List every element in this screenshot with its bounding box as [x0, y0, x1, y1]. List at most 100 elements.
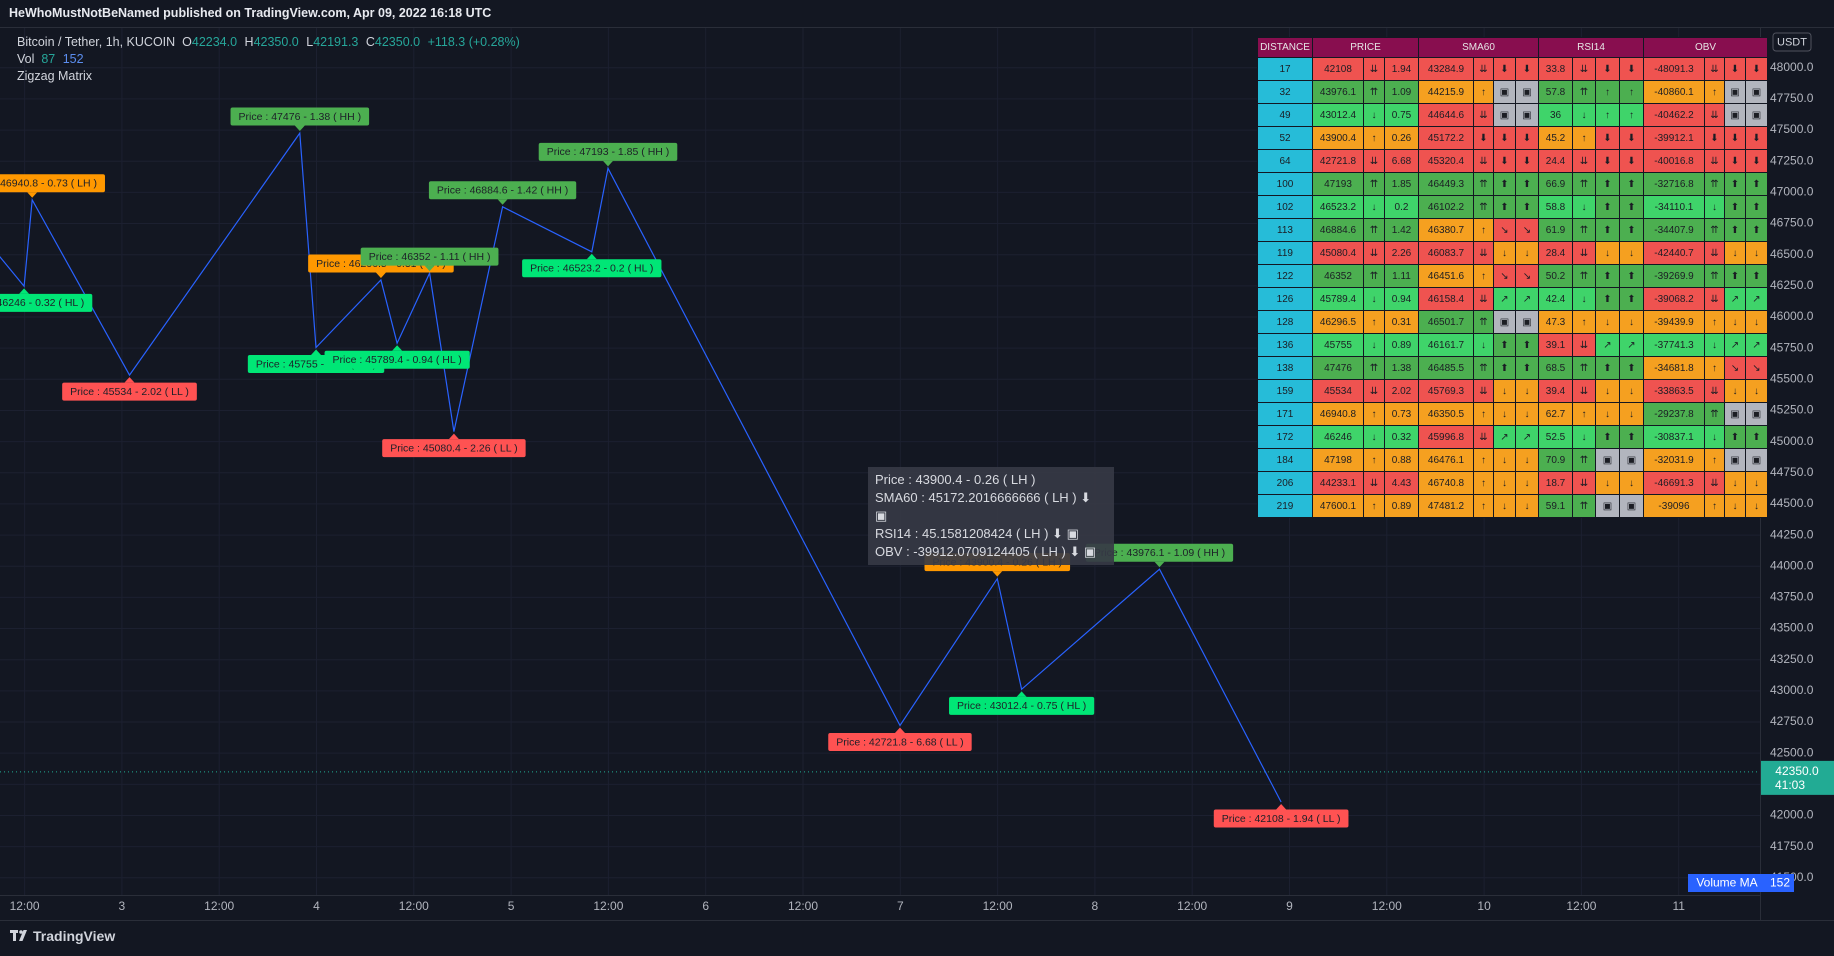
table-cell: 128	[1258, 311, 1312, 333]
table-cell: -39269.9	[1644, 265, 1704, 287]
table-cell: ↑	[1705, 81, 1724, 103]
table-cell: ↓	[1494, 495, 1515, 517]
x-tick-label: 12:00	[10, 899, 40, 913]
header-cell: OBV	[1644, 38, 1767, 57]
table-cell: 43976.1	[1313, 81, 1363, 103]
indicator-name: Zigzag Matrix	[17, 69, 93, 83]
table-cell: 1.42	[1385, 219, 1418, 241]
table-cell: ⇈	[1573, 495, 1595, 517]
header-cell: PRICE	[1313, 38, 1418, 57]
table-cell: ⇊	[1364, 472, 1384, 494]
table-cell: ⬆	[1620, 219, 1643, 241]
table-row: 159 45534 ⇊ 2.02 45769.3 ⇊ ↓ ↓ 39.4 ⇊ ↓ ↓ -33863.5 ⇊ ↓…	[1258, 380, 1767, 402]
table-cell: ↗	[1620, 334, 1643, 356]
pivot-box	[382, 439, 526, 458]
table-cell: ⇈	[1474, 311, 1493, 333]
table-cell: ↓	[1705, 426, 1724, 448]
table-cell: ↑	[1364, 403, 1384, 425]
table-cell: 219	[1258, 495, 1312, 517]
table-cell: ⇊	[1474, 288, 1493, 310]
table-cell: ⬆	[1725, 426, 1745, 448]
pivot-box	[1213, 809, 1349, 828]
x-tick-label: 3	[119, 899, 126, 913]
y-tick-label: 43000.0	[1770, 683, 1814, 697]
table-cell: 47193	[1313, 173, 1363, 195]
pivot-box	[0, 293, 93, 312]
table-cell: ▣	[1494, 81, 1515, 103]
pivot-label-text: Price : 42721.8 - 6.68 ( LL )	[836, 736, 963, 748]
table-cell: ↗	[1746, 334, 1767, 356]
table-cell: ⬆	[1620, 265, 1643, 287]
x-tick-label: 12:00	[399, 899, 429, 913]
table-cell: ↓	[1746, 311, 1767, 333]
y-tick-label: 45000.0	[1770, 434, 1814, 448]
table-cell: ⬆	[1725, 219, 1745, 241]
table-cell: ↓	[1620, 242, 1643, 264]
table-cell: 1.94	[1385, 58, 1418, 80]
table-cell: ↓	[1494, 449, 1515, 471]
table-cell: 28.4	[1539, 242, 1572, 264]
pivot-label: Price : 45789.4 - 0.94 ( HL )	[324, 345, 470, 369]
table-cell: ⇈	[1573, 219, 1595, 241]
table-cell: ↗	[1516, 288, 1538, 310]
table-cell: ⬆	[1596, 265, 1619, 287]
table-cell: ↓	[1620, 472, 1643, 494]
table-cell: ⇈	[1474, 196, 1493, 218]
table-cell: ⇊	[1705, 104, 1724, 126]
pivot-box	[949, 696, 1095, 715]
table-cell: ⇊	[1573, 334, 1595, 356]
table-cell: -40462.2	[1644, 104, 1704, 126]
table-cell: ⬆	[1746, 196, 1767, 218]
y-tick-label: 47250.0	[1770, 153, 1814, 167]
table-cell: ↓	[1494, 242, 1515, 264]
table-cell: ↓	[1516, 449, 1538, 471]
table-cell: ⇈	[1364, 81, 1384, 103]
y-tick-label: 47500.0	[1770, 122, 1814, 136]
table-cell: ⬇	[1474, 127, 1493, 149]
table-cell: ⇊	[1705, 288, 1724, 310]
table-cell: 184	[1258, 449, 1312, 471]
table-cell: ↓	[1746, 380, 1767, 402]
table-cell: 49	[1258, 104, 1312, 126]
table-cell: 39.1	[1539, 334, 1572, 356]
table-cell: ↓	[1516, 403, 1538, 425]
x-tick-label: 12:00	[788, 899, 818, 913]
table-cell: ⇊	[1474, 242, 1493, 264]
table-cell: 45080.4	[1313, 242, 1363, 264]
table-cell: ⬇	[1620, 58, 1643, 80]
table-cell: -37741.3	[1644, 334, 1704, 356]
pivot-pointer	[27, 192, 38, 198]
table-cell: ↓	[1474, 334, 1493, 356]
pivot-label: Price : 47193 - 1.85 ( HH )	[538, 142, 678, 167]
table-cell: ⬆	[1494, 357, 1515, 379]
pivot-label: Price : 46352 - 1.11 ( HH )	[360, 247, 499, 272]
table-cell: 18.7	[1539, 472, 1572, 494]
table-cell: 46449.3	[1419, 173, 1473, 195]
table-cell: -39068.2	[1644, 288, 1704, 310]
table-cell: ⬆	[1494, 334, 1515, 356]
table-cell: 57.8	[1539, 81, 1572, 103]
pivot-label: Price : 45534 - 2.02 ( LL )	[62, 377, 197, 401]
pivot-pointer	[1016, 691, 1027, 697]
table-cell: ▣	[1725, 403, 1745, 425]
table-cell: 47600.1	[1313, 495, 1363, 517]
table-cell: -39912.1	[1644, 127, 1704, 149]
table-cell: ⬇	[1705, 127, 1724, 149]
last-price-tag	[1761, 760, 1834, 795]
table-cell: ↓	[1573, 426, 1595, 448]
y-tick-label: 46000.0	[1770, 309, 1814, 323]
table-cell: ⬇	[1494, 127, 1515, 149]
table-cell: ▣	[1620, 495, 1643, 517]
table-cell: 0.88	[1385, 449, 1418, 471]
table-cell: ⇊	[1364, 58, 1384, 80]
table-row: 219 47600.1 ↑ 0.89 47481.2 ↑ ↓ ↓ 59.1 ⇈ ▣ ▣ -39096 ↑ ↓…	[1258, 495, 1767, 517]
table-cell: ↑	[1573, 403, 1595, 425]
tooltip-line: SMA60 : 45172.2016666666 ( LH ) ⬇ ▣	[875, 490, 1092, 523]
header-row: DISTANCE PRICE SMA60 RSI14 OBV	[1258, 38, 1767, 57]
table-cell: ⇊	[1474, 58, 1493, 80]
table-cell: 102	[1258, 196, 1312, 218]
table-cell: -46691.3	[1644, 472, 1704, 494]
table-cell: ⇊	[1705, 58, 1724, 80]
table-cell: ⇊	[1705, 380, 1724, 402]
table-cell: 46476.1	[1419, 449, 1473, 471]
